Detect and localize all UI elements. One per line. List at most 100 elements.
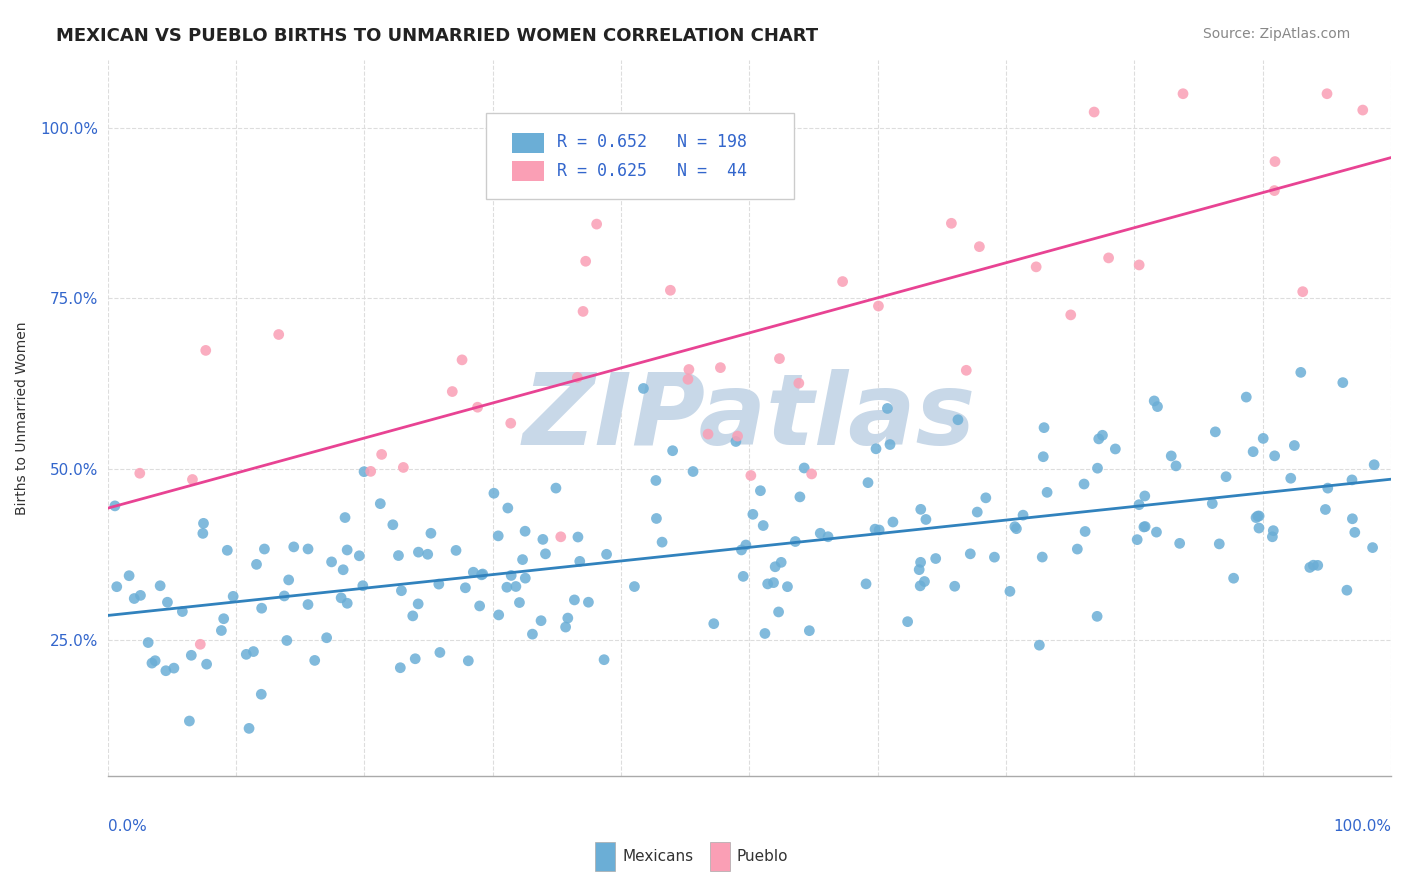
- Point: [1066, 542, 1088, 557]
- Point: [391, 583, 413, 598]
- Point: [644, 474, 666, 488]
- Point: [789, 490, 811, 504]
- Point: [499, 416, 522, 430]
- Point: [749, 483, 772, 498]
- Point: [1362, 458, 1385, 472]
- Point: [104, 499, 127, 513]
- Point: [863, 522, 886, 536]
- Point: [427, 577, 450, 591]
- Point: [741, 508, 763, 522]
- Point: [470, 567, 492, 582]
- Point: [191, 526, 214, 541]
- Point: [1032, 450, 1054, 464]
- Point: [129, 588, 152, 602]
- Point: [661, 443, 683, 458]
- Point: [785, 534, 807, 549]
- Point: [914, 574, 936, 589]
- Point: [1083, 105, 1105, 120]
- Point: [136, 635, 159, 649]
- Point: [297, 598, 319, 612]
- Point: [1208, 537, 1230, 551]
- Point: [768, 351, 790, 366]
- Point: [149, 579, 172, 593]
- Point: [1241, 444, 1264, 458]
- Point: [429, 645, 451, 659]
- Point: [564, 593, 586, 607]
- Point: [754, 626, 776, 640]
- Point: [1215, 469, 1237, 483]
- Point: [678, 362, 700, 376]
- Point: [763, 559, 786, 574]
- Point: [910, 555, 932, 569]
- Point: [387, 549, 409, 563]
- Point: [217, 543, 239, 558]
- Point: [1341, 473, 1364, 487]
- Point: [336, 543, 359, 558]
- Point: [105, 580, 128, 594]
- Point: [360, 464, 382, 478]
- Point: [925, 551, 948, 566]
- Point: [155, 664, 177, 678]
- Point: [1025, 260, 1047, 274]
- Point: [1279, 471, 1302, 485]
- Point: [856, 475, 879, 490]
- Point: [578, 595, 600, 609]
- Point: [808, 526, 831, 541]
- Point: [1247, 521, 1270, 535]
- Point: [1087, 432, 1109, 446]
- Point: [910, 502, 932, 516]
- Point: [1164, 458, 1187, 473]
- Point: [531, 533, 554, 547]
- Point: [195, 657, 218, 672]
- Point: [1097, 251, 1119, 265]
- Point: [1204, 425, 1226, 439]
- Point: [1263, 184, 1285, 198]
- Point: [787, 376, 810, 391]
- Point: [468, 599, 491, 613]
- Point: [955, 363, 977, 377]
- Point: [752, 518, 775, 533]
- Point: [776, 580, 799, 594]
- Point: [1234, 390, 1257, 404]
- Point: [623, 580, 645, 594]
- Text: Pueblo: Pueblo: [737, 849, 789, 863]
- Point: [879, 437, 901, 451]
- Text: R = 0.652   N = 198: R = 0.652 N = 198: [557, 133, 747, 151]
- Point: [1146, 525, 1168, 540]
- Point: [1168, 536, 1191, 550]
- Point: [349, 549, 371, 563]
- Point: [512, 552, 534, 566]
- Point: [122, 591, 145, 606]
- Point: [572, 304, 595, 318]
- Point: [156, 595, 179, 609]
- Point: [1201, 497, 1223, 511]
- Point: [209, 624, 232, 638]
- Point: [1031, 550, 1053, 565]
- Point: [128, 467, 150, 481]
- Point: [1302, 558, 1324, 573]
- Point: [568, 554, 591, 568]
- Point: [567, 530, 589, 544]
- Point: [1033, 420, 1056, 434]
- Point: [245, 558, 267, 572]
- Point: [505, 580, 527, 594]
- Text: Source: ZipAtlas.com: Source: ZipAtlas.com: [1202, 27, 1350, 41]
- Point: [501, 568, 523, 582]
- Point: [180, 648, 202, 663]
- Point: [333, 510, 356, 524]
- Point: [943, 579, 966, 593]
- Point: [983, 550, 1005, 565]
- Point: [1028, 638, 1050, 652]
- Point: [585, 217, 607, 231]
- Text: Mexicans: Mexicans: [621, 849, 693, 863]
- Point: [865, 442, 887, 456]
- Point: [915, 512, 938, 526]
- Point: [544, 481, 567, 495]
- Point: [467, 401, 489, 415]
- Point: [172, 605, 194, 619]
- Point: [1249, 508, 1271, 523]
- Point: [1004, 519, 1026, 533]
- Point: [756, 577, 779, 591]
- Point: [1146, 400, 1168, 414]
- Point: [727, 429, 749, 443]
